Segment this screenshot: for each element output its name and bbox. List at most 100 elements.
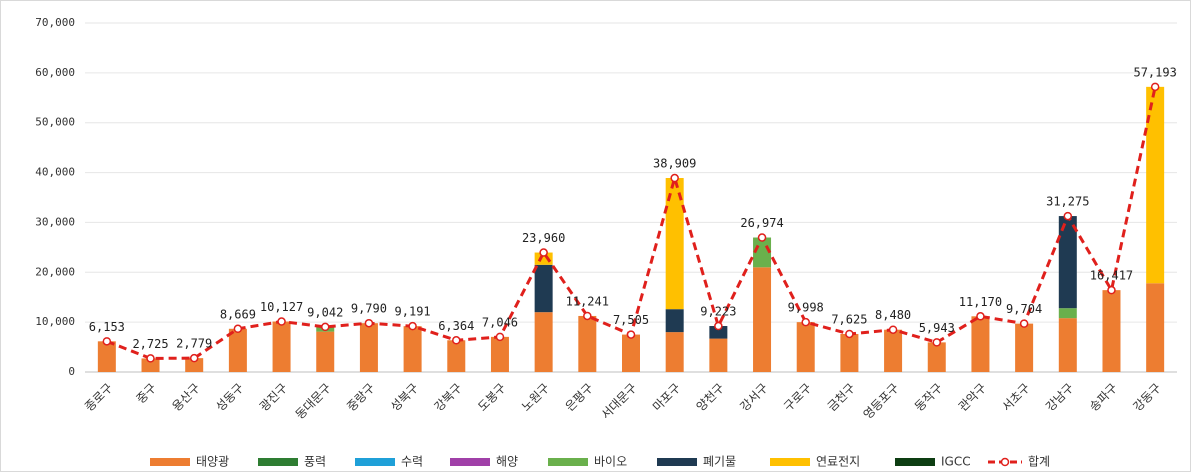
total-marker: [189, 353, 199, 363]
bar-segment: [490, 336, 509, 372]
data-label: 11,170: [959, 295, 1002, 309]
data-label: 7,505: [613, 313, 649, 327]
total-marker: [583, 311, 592, 321]
y-tick-label: 50,000: [35, 116, 75, 129]
total-marker: [626, 330, 636, 339]
y-tick-label: 30,000: [35, 215, 75, 228]
y-tick-label: 10,000: [35, 315, 75, 328]
bar-segment: [884, 329, 903, 372]
bar-segment: [1102, 290, 1121, 372]
bar-segment: [141, 358, 160, 372]
total-marker: [1107, 285, 1116, 295]
bar-segment: [534, 252, 553, 265]
data-label: 6,153: [89, 320, 125, 334]
bar-segment: [709, 326, 728, 339]
legend-swatch: [657, 458, 697, 466]
total-marker: [452, 336, 461, 345]
data-label: 16,417: [1090, 269, 1133, 283]
bar-segment: [1058, 308, 1077, 319]
bar-segment: [272, 321, 291, 372]
bar-segment: [534, 312, 553, 372]
total-marker: [408, 321, 417, 331]
data-label: 9,223: [700, 305, 736, 319]
y-tick-label: 60,000: [35, 66, 75, 79]
total-marker: [976, 312, 985, 321]
total-marker: [670, 173, 679, 183]
total-marker: [146, 354, 155, 363]
legend-swatch: [548, 458, 588, 466]
data-label: 26,974: [740, 216, 783, 230]
data-label: 11,241: [566, 294, 609, 308]
bar-segment: [1146, 86, 1165, 284]
total-marker: [714, 321, 723, 331]
legend-label: IGCC: [941, 455, 971, 469]
total-marker: [277, 317, 286, 326]
legend-label: 해양: [496, 455, 518, 469]
bar-segment: [534, 264, 553, 313]
data-label: 9,998: [788, 301, 824, 315]
data-label: 31,275: [1046, 195, 1089, 209]
bar-segment: [1058, 318, 1077, 372]
bar-segment: [403, 326, 422, 372]
legend-label: 태양광: [196, 455, 229, 469]
legend-label: 바이오: [594, 455, 627, 469]
total-marker: [364, 318, 374, 328]
bar-segment: [1015, 323, 1034, 372]
data-label: 2,779: [176, 337, 212, 351]
bar-segment: [1058, 216, 1077, 309]
total-marker: [888, 325, 898, 334]
data-label: 6,364: [438, 319, 474, 333]
legend-swatch: [770, 458, 810, 466]
legend-swatch: [150, 458, 190, 466]
data-label: 2,725: [132, 337, 168, 351]
data-label: 9,704: [1006, 302, 1042, 316]
total-marker: [233, 324, 243, 334]
legend-swatch: [355, 458, 395, 466]
bar-segment: [927, 342, 946, 372]
bar-segment: [316, 331, 335, 372]
data-label: 7,625: [831, 312, 867, 326]
total-marker: [539, 248, 548, 257]
legend-label: 폐기물: [703, 455, 736, 469]
bar-segment: [228, 328, 247, 372]
bar-segment: [185, 358, 204, 372]
total-marker: [845, 329, 854, 339]
bar-segment: [97, 341, 116, 372]
data-label: 9,191: [395, 305, 431, 319]
bar-segment: [578, 315, 597, 372]
bar-segment: [753, 237, 772, 268]
legend-label: 풍력: [304, 455, 326, 469]
data-label: 9,042: [307, 305, 343, 319]
data-label: 5,943: [919, 321, 955, 335]
y-tick-label: 0: [68, 365, 75, 378]
data-label: 9,790: [351, 302, 387, 316]
bar-segment: [359, 323, 378, 372]
legend-label: 수력: [401, 455, 423, 469]
bar-segment: [665, 178, 684, 310]
total-marker: [932, 338, 942, 347]
legend-marker: [1000, 457, 1010, 467]
y-tick-label: 20,000: [35, 265, 75, 278]
bar-segment: [622, 334, 640, 372]
total-marker: [1150, 82, 1160, 92]
legend-swatch: [258, 458, 298, 466]
bar-segment: [840, 333, 859, 372]
y-tick-label: 70,000: [35, 16, 75, 29]
data-label: 23,960: [522, 231, 565, 245]
data-label: 38,909: [653, 157, 696, 171]
total-marker: [1019, 319, 1029, 328]
legend-label: 연료전지: [816, 455, 860, 469]
bar-segment: [709, 338, 728, 372]
total-marker: [320, 322, 330, 332]
legend-label: 합계: [1028, 455, 1050, 469]
bar-segment: [796, 322, 815, 372]
legend-swatch: [895, 458, 935, 466]
legend-swatch: [450, 458, 490, 466]
bar-segment: [1146, 283, 1165, 372]
y-tick-label: 40,000: [35, 166, 75, 179]
total-marker: [801, 317, 810, 327]
bar-segment: [447, 340, 466, 372]
data-label: 8,480: [875, 308, 911, 322]
